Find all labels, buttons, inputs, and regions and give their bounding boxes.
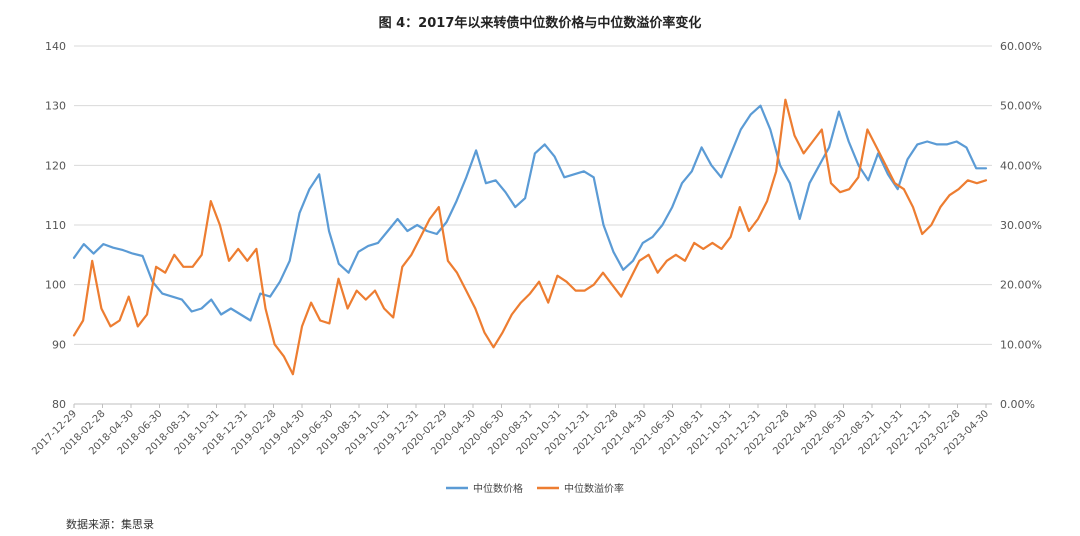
left-tick-label: 130: [45, 100, 66, 113]
source-note: 数据来源：集思录: [66, 518, 154, 531]
legend-label: 中位数溢价率: [564, 482, 624, 495]
left-tick-label: 90: [52, 338, 66, 351]
left-tick-label: 140: [45, 40, 66, 53]
series-line-premium: [72, 98, 988, 376]
left-tick-label: 100: [45, 279, 66, 292]
gridlines: [74, 45, 992, 405]
left-tick-label: 120: [45, 159, 66, 172]
legend: 中位数价格 中位数溢价率: [446, 482, 624, 495]
right-tick-label: 30.00%: [1000, 219, 1042, 232]
left-tick-label: 110: [45, 219, 66, 232]
right-tick-label: 0.00%: [1000, 398, 1035, 411]
left-axis-ticks: 80 90 100 110 120 130 140: [45, 40, 66, 411]
right-tick-label: 10.00%: [1000, 338, 1042, 351]
right-tick-label: 50.00%: [1000, 100, 1042, 113]
chart-title: 图 4：2017年以来转债中位数价格与中位数溢价率变化: [378, 16, 702, 31]
left-tick-label: 80: [52, 398, 66, 411]
series-line-price: [72, 104, 988, 322]
right-axis-ticks: 0.00% 10.00% 20.00% 30.00% 40.00% 50.00% 60.00…: [1000, 40, 1042, 411]
right-tick-label: 60.00%: [1000, 40, 1042, 53]
series-lines: [72, 98, 988, 376]
legend-label: 中位数价格: [473, 482, 523, 495]
right-tick-label: 20.00%: [1000, 279, 1042, 292]
x-axis-ticks: 2017-12-292018-02-282018-04-302018-06-30…: [30, 404, 991, 457]
right-tick-label: 40.00%: [1000, 159, 1042, 172]
